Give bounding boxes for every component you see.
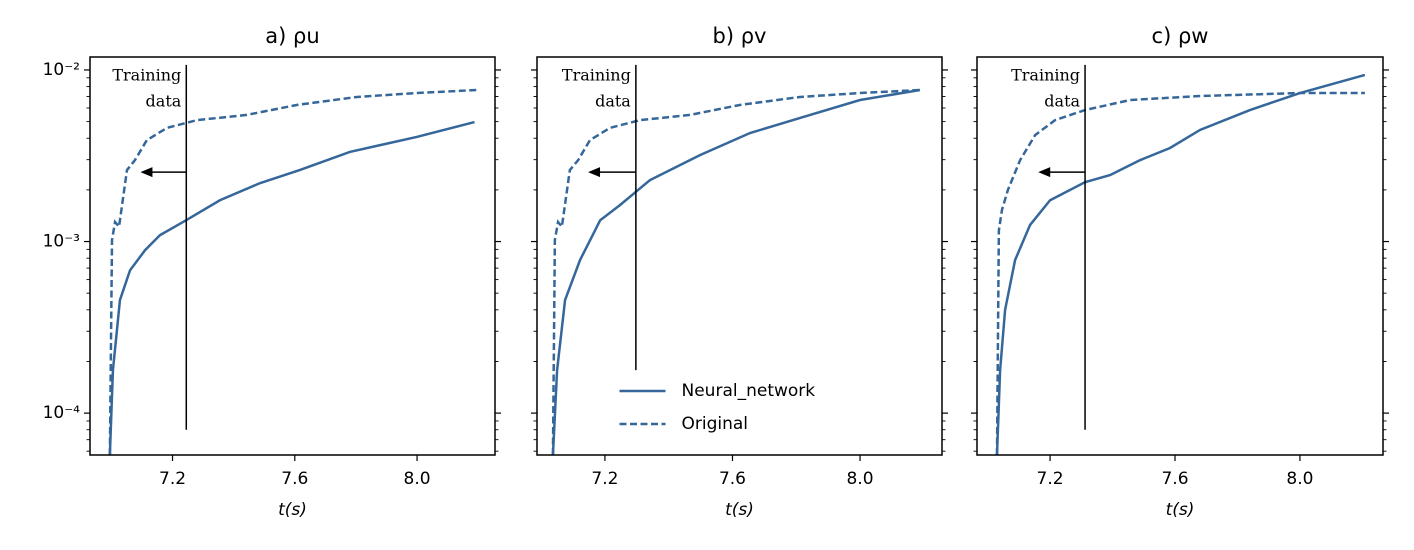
panel: b) ρv t(s) 7.2 7.6 8.0 Training data Neural_net… xyxy=(531,24,948,520)
x-tick-label: 7.6 xyxy=(1161,469,1188,489)
x-tick-label: 7.6 xyxy=(281,469,308,489)
x-tick-label: 7.6 xyxy=(719,469,746,489)
annotation-text: Training xyxy=(1011,66,1080,85)
plot-frame xyxy=(89,56,496,456)
annotation-text: Training xyxy=(112,66,181,85)
x-axis-label: t(s) xyxy=(278,500,307,520)
panel: a) ρu t(s) 7.2 7.6 8.0 10⁻² 10⁻³ 10⁻⁴ Training da… xyxy=(43,24,501,520)
annotation-text: Training xyxy=(562,66,631,85)
arrow-head xyxy=(588,167,601,178)
series-line xyxy=(995,73,1366,456)
arrow-head xyxy=(1038,167,1051,178)
panel-title: c) ρw xyxy=(1152,24,1209,48)
plot-frame xyxy=(536,56,943,456)
series-line xyxy=(551,88,921,456)
plot-frame xyxy=(976,56,1384,456)
x-axis-label: t(s) xyxy=(1166,500,1195,520)
x-tick-label: 8.0 xyxy=(1286,469,1313,489)
series-line xyxy=(995,91,1365,456)
panel-title: a) ρu xyxy=(265,24,319,48)
legend-label: Neural_network xyxy=(682,381,816,401)
y-tick-label: 10⁻² xyxy=(43,60,80,80)
arrow-head xyxy=(140,167,153,178)
annotation-text: data xyxy=(146,92,182,111)
x-tick-label: 7.2 xyxy=(591,469,618,489)
x-tick-label: 7.2 xyxy=(159,469,186,489)
x-axis-label: t(s) xyxy=(725,500,754,520)
annotation-text: data xyxy=(595,92,631,111)
series-line xyxy=(551,88,921,456)
y-tick-label: 10⁻⁴ xyxy=(43,403,81,423)
x-tick-label: 7.2 xyxy=(1037,469,1064,489)
legend-label: Original xyxy=(682,414,749,434)
x-tick-label: 8.0 xyxy=(404,469,431,489)
panel-title: b) ρv xyxy=(713,24,767,48)
panel: c) ρw t(s) 7.2 7.6 8.0 Training data xyxy=(971,24,1389,520)
series-line xyxy=(108,88,477,456)
x-tick-label: 8.0 xyxy=(847,469,874,489)
y-tick-label: 10⁻³ xyxy=(43,232,80,252)
annotation-text: data xyxy=(1044,92,1080,111)
